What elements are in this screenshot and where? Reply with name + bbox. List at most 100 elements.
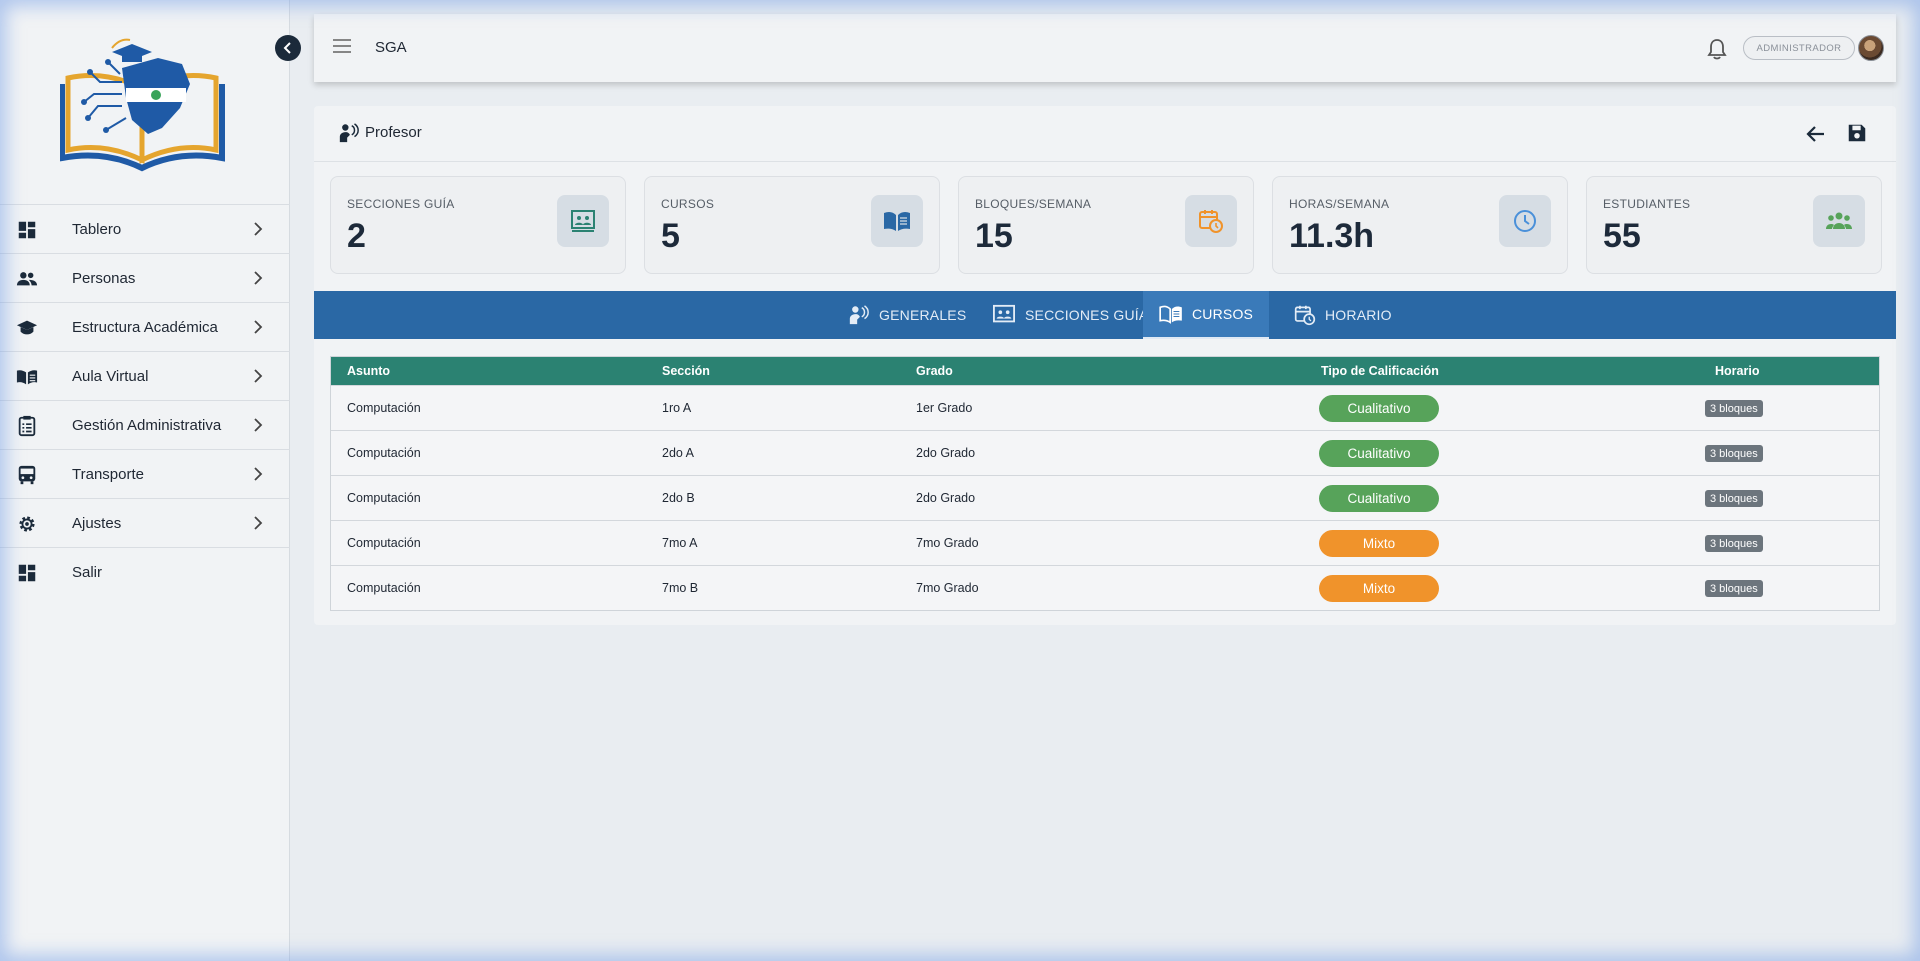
schedule-badge: 3 bloques	[1705, 580, 1763, 597]
grading-type-badge: Mixto	[1319, 530, 1439, 557]
sidebar-item-label: Aula Virtual	[72, 367, 149, 385]
chevron-right-icon	[254, 369, 263, 383]
hamburger-menu-icon[interactable]	[332, 38, 352, 54]
column-header-grado[interactable]: Grado	[916, 364, 953, 378]
column-header-asunto[interactable]: Asunto	[347, 364, 391, 378]
stat-label: SECCIONES GUÍA	[347, 197, 455, 211]
cell-grado: 1er Grado	[916, 401, 973, 415]
tab-label: CURSOS	[1192, 306, 1254, 322]
open-book-icon	[1159, 305, 1182, 324]
avatar[interactable]	[1858, 35, 1884, 61]
grading-type-badge: Cualitativo	[1319, 485, 1439, 512]
school-logo	[59, 38, 230, 173]
cell-asunto: Computación	[347, 401, 421, 415]
open-book-icon	[871, 195, 923, 247]
sidebar-item-personas[interactable]: Personas	[0, 254, 290, 303]
sidebar-item-salir[interactable]: Salir	[0, 548, 290, 597]
book-icon	[16, 370, 38, 385]
column-header-tipo-calificacion[interactable]: Tipo de Calificación	[1321, 364, 1439, 378]
clipboard-icon	[18, 415, 36, 437]
back-arrow-icon[interactable]	[1804, 122, 1828, 146]
cell-seccion: 7mo A	[662, 536, 698, 550]
sidebar-item-ajustes[interactable]: Ajustes	[0, 499, 290, 548]
column-header-seccion[interactable]: Sección	[662, 364, 710, 378]
sidebar-item-tablero[interactable]: Tablero	[0, 205, 290, 254]
stat-label: ESTUDIANTES	[1603, 197, 1691, 211]
stat-value: 2	[347, 217, 366, 255]
stats-row: SECCIONES GUÍA 2 CURSOS 5 BLOQUES/SEMANA…	[330, 176, 1882, 274]
cell-grado: 7mo Grado	[916, 581, 979, 595]
chevron-right-icon	[254, 516, 263, 530]
graduation-cap-icon	[16, 320, 38, 335]
chevron-right-icon	[254, 320, 263, 334]
collapse-sidebar-button[interactable]	[275, 35, 301, 61]
table-row[interactable]: Computación 2do B 2do Grado Cualitativo …	[331, 475, 1879, 520]
table-row[interactable]: Computación 7mo B 7mo Grado Mixto 3 bloq…	[331, 565, 1879, 610]
teacher-icon	[849, 305, 869, 325]
table-row[interactable]: Computación 1ro A 1er Grado Cualitativo …	[331, 385, 1879, 430]
cell-grado: 2do Grado	[916, 491, 976, 505]
stat-value: 11.3h	[1289, 217, 1375, 255]
grading-type-badge: Mixto	[1319, 575, 1439, 602]
chevron-right-icon	[254, 418, 263, 432]
column-header-horario[interactable]: Horario	[1715, 364, 1760, 378]
sidebar-item-transporte[interactable]: Transporte	[0, 450, 290, 499]
stat-value: 5	[661, 217, 680, 255]
stat-cursos: CURSOS 5	[644, 176, 940, 274]
sidebar-item-label: Personas	[72, 269, 136, 287]
cell-asunto: Computación	[347, 536, 421, 550]
tab-cursos[interactable]: CURSOS	[1143, 291, 1270, 339]
grading-type-badge: Cualitativo	[1319, 440, 1439, 467]
chevron-right-icon	[254, 222, 263, 236]
table-header: Asunto Sección Grado Tipo de Calificació…	[331, 357, 1879, 385]
page-title: Profesor	[365, 124, 422, 141]
cursos-table: Asunto Sección Grado Tipo de Calificació…	[330, 356, 1880, 611]
cell-grado: 7mo Grado	[916, 536, 979, 550]
schedule-badge: 3 bloques	[1705, 490, 1763, 507]
top-bar: SGA ADMINISTRADOR	[314, 14, 1896, 82]
tab-horario[interactable]: HORARIO	[1280, 291, 1406, 339]
tab-label: GENERALES	[879, 307, 967, 323]
presentation-icon	[557, 195, 609, 247]
sidebar-item-estructura-academica[interactable]: Estructura Académica	[0, 303, 290, 352]
cell-grado: 2do Grado	[916, 446, 976, 460]
stat-value: 55	[1603, 217, 1641, 255]
stat-label: BLOQUES/SEMANA	[975, 197, 1092, 211]
sidebar-item-label: Tablero	[72, 220, 122, 238]
cell-seccion: 7mo B	[662, 581, 699, 595]
schedule-badge: 3 bloques	[1705, 400, 1763, 417]
table-row[interactable]: Computación 7mo A 7mo Grado Mixto 3 bloq…	[331, 520, 1879, 565]
tab-secciones-guia[interactable]: SECCIONES GUÍA	[982, 291, 1158, 339]
cell-seccion: 1ro A	[662, 401, 692, 415]
chevron-left-icon	[283, 42, 291, 54]
stat-secciones-guia: SECCIONES GUÍA 2	[330, 176, 626, 274]
stat-label: HORAS/SEMANA	[1289, 197, 1390, 211]
dashboard-icon	[18, 221, 36, 239]
table-row[interactable]: Computación 2do A 2do Grado Cualitativo …	[331, 430, 1879, 475]
stat-value: 15	[975, 217, 1013, 255]
user-role-badge[interactable]: ADMINISTRADOR	[1743, 36, 1855, 60]
tab-label: SECCIONES GUÍA	[1025, 307, 1149, 323]
people-icon	[16, 272, 38, 286]
sidebar-menu: Tablero Personas Estructura Académica Au…	[0, 204, 290, 597]
cell-asunto: Computación	[347, 446, 421, 460]
chevron-right-icon	[254, 467, 263, 481]
sidebar: Tablero Personas Estructura Académica Au…	[0, 0, 290, 961]
sidebar-item-label: Salir	[72, 564, 103, 581]
grading-type-badge: Cualitativo	[1319, 395, 1439, 422]
tab-generales[interactable]: GENERALES	[838, 291, 976, 339]
stat-horas-semana: HORAS/SEMANA 11.3h	[1272, 176, 1568, 274]
dashboard-icon	[18, 564, 36, 582]
schedule-badge: 3 bloques	[1705, 535, 1763, 552]
gear-icon	[19, 516, 35, 532]
bus-icon	[18, 465, 36, 485]
clock-icon	[1499, 195, 1551, 247]
sidebar-item-aula-virtual[interactable]: Aula Virtual	[0, 352, 290, 401]
chevron-right-icon	[254, 271, 263, 285]
bell-icon[interactable]	[1706, 37, 1728, 61]
card-header: Profesor	[314, 106, 1896, 162]
save-icon[interactable]	[1846, 122, 1868, 144]
app-title: SGA	[375, 39, 407, 56]
tab-bar: GENERALES SECCIONES GUÍA CURSOS HORARIO	[314, 291, 1896, 339]
sidebar-item-gestion-administrativa[interactable]: Gestión Administrativa	[0, 401, 290, 450]
